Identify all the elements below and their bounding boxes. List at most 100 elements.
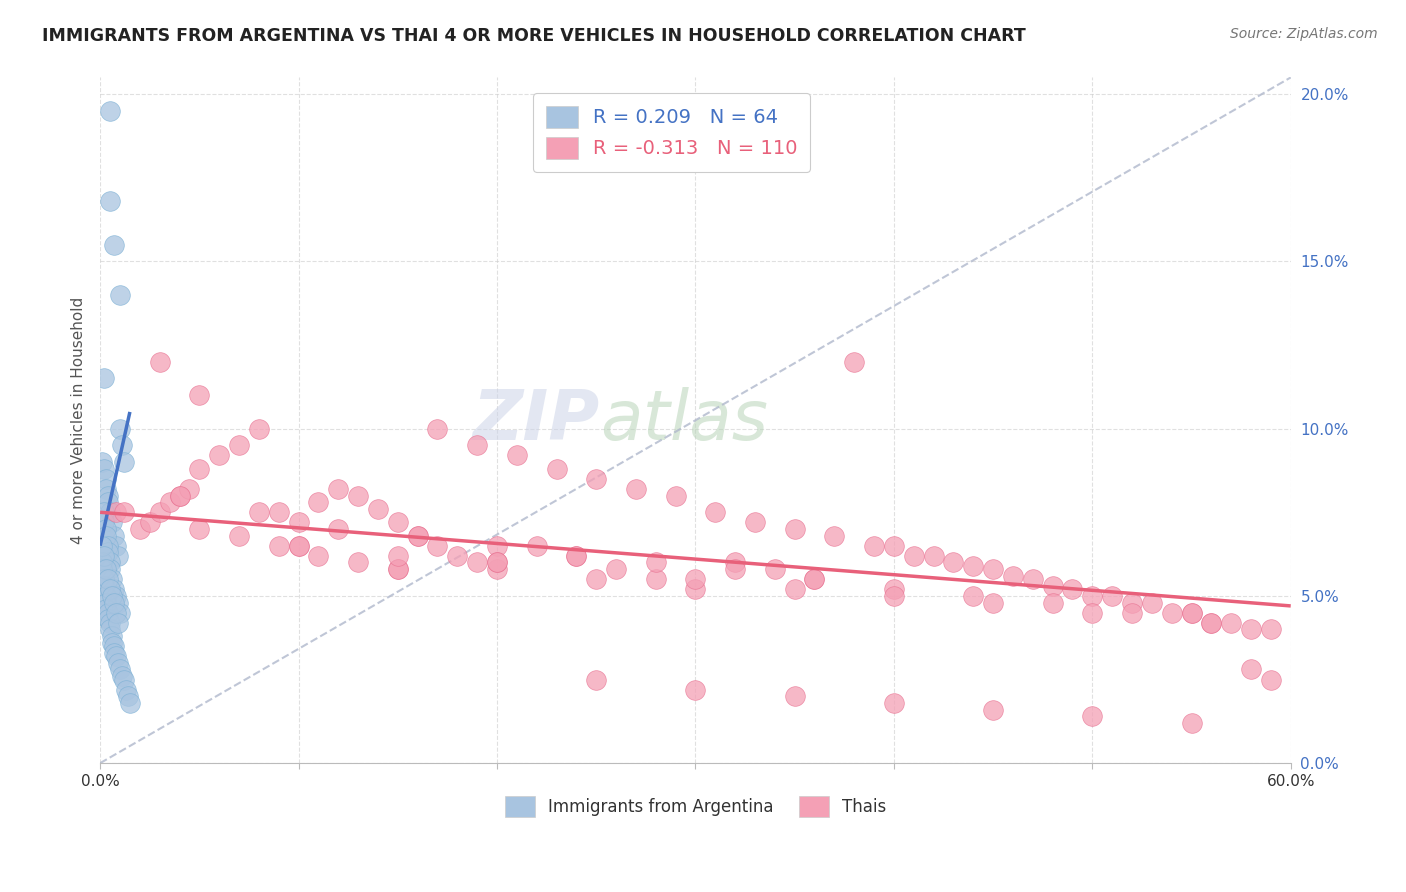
Point [97,606,120,620]
Point [426,539,449,553]
Point [103,596,125,610]
Point [103,582,125,597]
Point [169,489,191,503]
Point [565,549,588,563]
Point [883,539,905,553]
Point [98,556,121,570]
Point [94,589,117,603]
Point [763,562,786,576]
Point [1140,596,1163,610]
Point [91,562,114,576]
Point [783,582,806,597]
Point [465,556,488,570]
Point [1081,589,1104,603]
Point [387,562,409,576]
Point [91,556,114,570]
Point [97,489,120,503]
Point [105,539,128,553]
Point [485,562,508,576]
Y-axis label: 4 or more Vehicles in Household: 4 or more Vehicles in Household [72,297,86,544]
Point [208,449,231,463]
Text: ZIP: ZIP [472,387,600,454]
Point [97,572,120,586]
Point [101,636,124,650]
Point [883,582,905,597]
Point [526,539,548,553]
Point [101,516,124,530]
Point [97,495,120,509]
Point [94,472,117,486]
Point [105,606,128,620]
Point [1201,615,1223,630]
Point [93,462,115,476]
Point [863,539,886,553]
Point [962,558,984,573]
Point [1042,579,1064,593]
Point [803,572,825,586]
Point [107,656,129,670]
Point [485,556,508,570]
Point [1121,606,1143,620]
Point [93,579,115,593]
Point [367,502,389,516]
Point [962,589,984,603]
Point [724,562,747,576]
Point [883,589,905,603]
Point [387,549,409,563]
Point [188,388,211,402]
Text: Source: ZipAtlas.com: Source: ZipAtlas.com [1230,27,1378,41]
Point [228,529,250,543]
Point [97,539,120,553]
Point [1081,606,1104,620]
Point [93,371,115,385]
Point [94,602,117,616]
Point [101,572,124,586]
Point [585,673,607,687]
Point [267,505,290,519]
Point [94,529,117,543]
Point [624,482,647,496]
Point [406,529,429,543]
Point [94,482,117,496]
Point [485,539,508,553]
Point [704,505,727,519]
Point [565,549,588,563]
Point [103,639,125,653]
Point [685,572,707,586]
Point [744,516,766,530]
Point [1180,716,1202,731]
Point [91,539,114,553]
Point [101,629,124,643]
Point [844,355,866,369]
Point [108,606,131,620]
Point [97,545,120,559]
Point [1180,606,1202,620]
Point [118,696,141,710]
Point [823,529,845,543]
Point [406,529,429,543]
Point [426,422,449,436]
Point [128,522,150,536]
Point [387,562,409,576]
Point [105,589,128,603]
Point [94,522,117,536]
Point [179,482,201,496]
Point [149,355,172,369]
Point [981,562,1004,576]
Point [115,682,138,697]
Point [94,562,117,576]
Point [107,615,129,630]
Point [97,612,120,626]
Point [942,556,965,570]
Point [98,615,121,630]
Point [93,549,115,563]
Point [922,549,945,563]
Point [98,582,121,597]
Point [91,455,114,469]
Point [307,495,329,509]
Point [1101,589,1123,603]
Point [107,549,129,563]
Point [93,572,115,586]
Point [1220,615,1243,630]
Point [117,690,139,704]
